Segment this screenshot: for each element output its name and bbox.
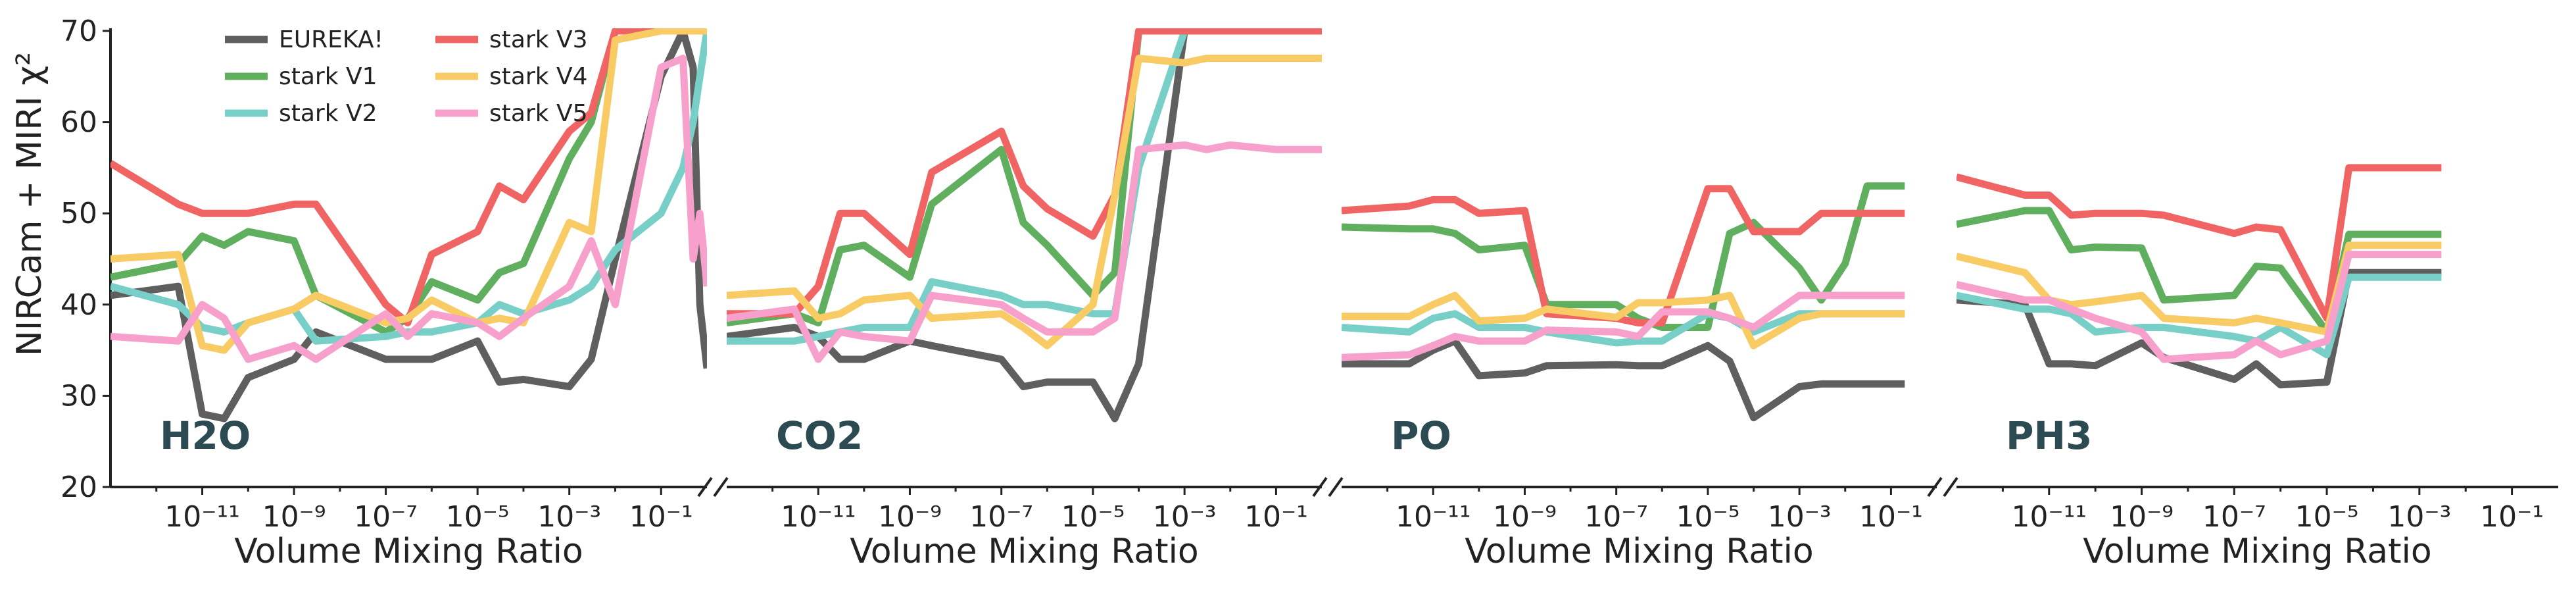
x-tick-label: 10⁻⁷ xyxy=(354,500,418,534)
panel-label: PO xyxy=(1391,413,1451,458)
x-tick-label: 10⁻⁹ xyxy=(878,500,942,534)
series-group xyxy=(110,28,707,423)
x-tick-label: 10⁻⁹ xyxy=(1493,500,1557,534)
legend-label: EUREKA! xyxy=(279,26,383,53)
x-tick-label: 10⁻¹ xyxy=(2480,500,2544,534)
series-line-stark-v5 xyxy=(727,141,1322,363)
y-tick-label: 50 xyxy=(61,197,97,230)
x-axis-title: Volume Mixing Ratio xyxy=(1465,532,1813,571)
series-line-stark-v4 xyxy=(727,55,1322,349)
x-tick-label: 10⁻¹ xyxy=(629,500,693,534)
series-line-stark-v1 xyxy=(1342,182,1905,331)
x-tick-label: 10⁻⁹ xyxy=(2110,500,2174,534)
series-line-stark-v3 xyxy=(727,28,1322,318)
chart-series: H2O CO2 PO PH3 xyxy=(110,28,2442,458)
y-tick-label: 30 xyxy=(61,379,97,413)
x-axis-title: Volume Mixing Ratio xyxy=(234,532,583,571)
x-tick-label: 10⁻¹ xyxy=(1859,500,1923,534)
series-group xyxy=(727,28,1322,423)
y-axis-title: NIRCam + MIRI χ² xyxy=(10,52,49,356)
panel-co2: CO2 xyxy=(727,28,1322,458)
axis-break-mark xyxy=(697,476,713,498)
x-tick-label: 10⁻³ xyxy=(2387,500,2451,534)
y-tick-label: 70 xyxy=(61,14,97,48)
legend-label: stark V4 xyxy=(489,63,588,90)
series-line-stark-v1 xyxy=(727,28,1322,326)
series-group xyxy=(1956,164,2442,389)
series-line-stark-v5 xyxy=(110,55,707,363)
legend-label: stark V2 xyxy=(279,100,377,127)
series-line-stark-v5 xyxy=(1956,251,2442,363)
x-tick-label: 10⁻³ xyxy=(537,500,601,534)
chart-legend: EUREKA! stark V1 stark V2 stark V3 stark V4 s… xyxy=(225,26,588,127)
x-tick-label: 10⁻⁵ xyxy=(1676,500,1739,534)
legend-label: stark V3 xyxy=(489,26,588,53)
chart-axes: 20 30 40 50 60 70 10⁻¹¹ 10⁻⁹ 10⁻⁷ 10⁻⁵ 10⁻³ 10⁻¹ Vol… xyxy=(61,14,2558,571)
series-line-stark-v3 xyxy=(1342,185,1905,326)
series-line-eureka- xyxy=(1956,269,2442,389)
panel-label: H2O xyxy=(160,413,251,458)
series-line-eureka- xyxy=(1342,337,1905,422)
y-tick-label: 40 xyxy=(61,288,97,322)
x-tick-label: 10⁻⁷ xyxy=(969,500,1033,534)
x-tick-label: 10⁻¹¹ xyxy=(2012,500,2087,534)
series-line-eureka- xyxy=(110,28,707,423)
x-axis-title: Volume Mixing Ratio xyxy=(2083,532,2431,571)
panel-ph3: PH3 xyxy=(1956,164,2442,458)
axis-break-mark xyxy=(1328,476,1344,498)
x-tick-label: 10⁻⁵ xyxy=(1061,500,1125,534)
legend-label: stark V5 xyxy=(489,100,588,127)
series-line-stark-v3 xyxy=(1956,164,2442,322)
series-line-stark-v2 xyxy=(1956,273,2442,359)
panel-po: PO xyxy=(1342,182,1905,458)
x-tick-label: 10⁻⁹ xyxy=(262,500,326,534)
y-tick-label: 60 xyxy=(61,106,97,140)
x-tick-label: 10⁻¹¹ xyxy=(781,500,856,534)
x-tick-label: 10⁻¹ xyxy=(1244,500,1308,534)
axis-break-mark xyxy=(1943,476,1958,498)
x-tick-label: 10⁻⁷ xyxy=(2202,500,2266,534)
series-line-stark-v4 xyxy=(1342,292,1905,349)
series-group xyxy=(1342,182,1905,422)
panel-label: CO2 xyxy=(776,413,863,458)
x-tick-label: 10⁻⁵ xyxy=(446,500,510,534)
series-line-stark-v1 xyxy=(1956,207,2442,336)
panel-h2o: H2O xyxy=(110,28,707,458)
axis-break-mark xyxy=(1927,476,1943,498)
x-tick-label: 10⁻³ xyxy=(1768,500,1832,534)
x-tick-label: 10⁻⁷ xyxy=(1584,500,1648,534)
panel-label: PH3 xyxy=(2006,413,2092,458)
axis-break-mark xyxy=(713,476,729,498)
x-tick-label: 10⁻¹¹ xyxy=(164,500,240,534)
x-axis-title: Volume Mixing Ratio xyxy=(850,532,1198,571)
x-tick-label: 10⁻¹¹ xyxy=(1396,500,1471,534)
y-tick-label: 20 xyxy=(61,471,97,504)
series-line-stark-v5 xyxy=(1342,292,1905,361)
x-tick-label: 10⁻⁵ xyxy=(2295,500,2359,534)
axis-break-mark xyxy=(1312,476,1328,498)
legend-label: stark V1 xyxy=(279,63,377,90)
x-tick-label: 10⁻³ xyxy=(1153,500,1217,534)
